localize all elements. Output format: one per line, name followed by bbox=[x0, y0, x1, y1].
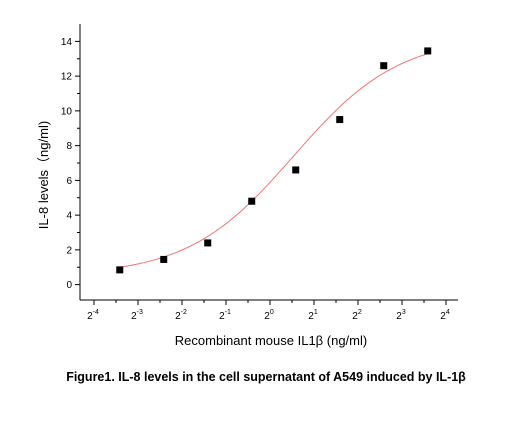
y-axis-title: IL-8 levels（ng/ml) bbox=[36, 121, 51, 229]
y-tick-label: 4 bbox=[66, 211, 72, 222]
x-tick-label: 22 bbox=[352, 309, 362, 322]
y-tick-label: 0 bbox=[66, 280, 72, 291]
x-tick-label: 2-1 bbox=[219, 309, 231, 322]
y-tick-label: 12 bbox=[61, 72, 73, 83]
x-axis-title: Recombinant mouse IL1β (ng/ml) bbox=[175, 333, 367, 348]
y-tick-label: 8 bbox=[66, 141, 72, 152]
y-tick-label: 10 bbox=[61, 106, 73, 117]
figure-caption: Figure1. IL-8 levels in the cell superna… bbox=[66, 370, 466, 384]
data-point bbox=[292, 166, 300, 174]
data-point bbox=[248, 197, 256, 205]
x-tick-label: 21 bbox=[308, 309, 318, 322]
x-tick-label: 20 bbox=[264, 309, 274, 322]
y-axis: 0 2 4 6 8 10 12 14 bbox=[61, 24, 81, 300]
x-tick-label: 2-3 bbox=[131, 309, 143, 322]
x-axis: 2-4 2-3 2-2 2-1 20 21 22 23 24 bbox=[80, 299, 458, 322]
data-point bbox=[116, 266, 124, 274]
x-tick-label: 2-4 bbox=[87, 309, 99, 322]
data-point bbox=[380, 62, 388, 70]
data-point bbox=[336, 116, 344, 124]
data-point bbox=[160, 255, 168, 263]
y-tick-label: 14 bbox=[61, 37, 73, 48]
data-point bbox=[424, 47, 432, 55]
y-tick-label: 6 bbox=[66, 176, 72, 187]
data-point bbox=[204, 239, 212, 247]
x-tick-label: 23 bbox=[396, 309, 406, 322]
data-points bbox=[116, 47, 432, 274]
x-tick-label: 24 bbox=[440, 309, 450, 322]
fit-curve bbox=[119, 53, 428, 268]
y-tick-label: 2 bbox=[66, 245, 72, 256]
x-tick-label: 2-2 bbox=[175, 309, 187, 322]
